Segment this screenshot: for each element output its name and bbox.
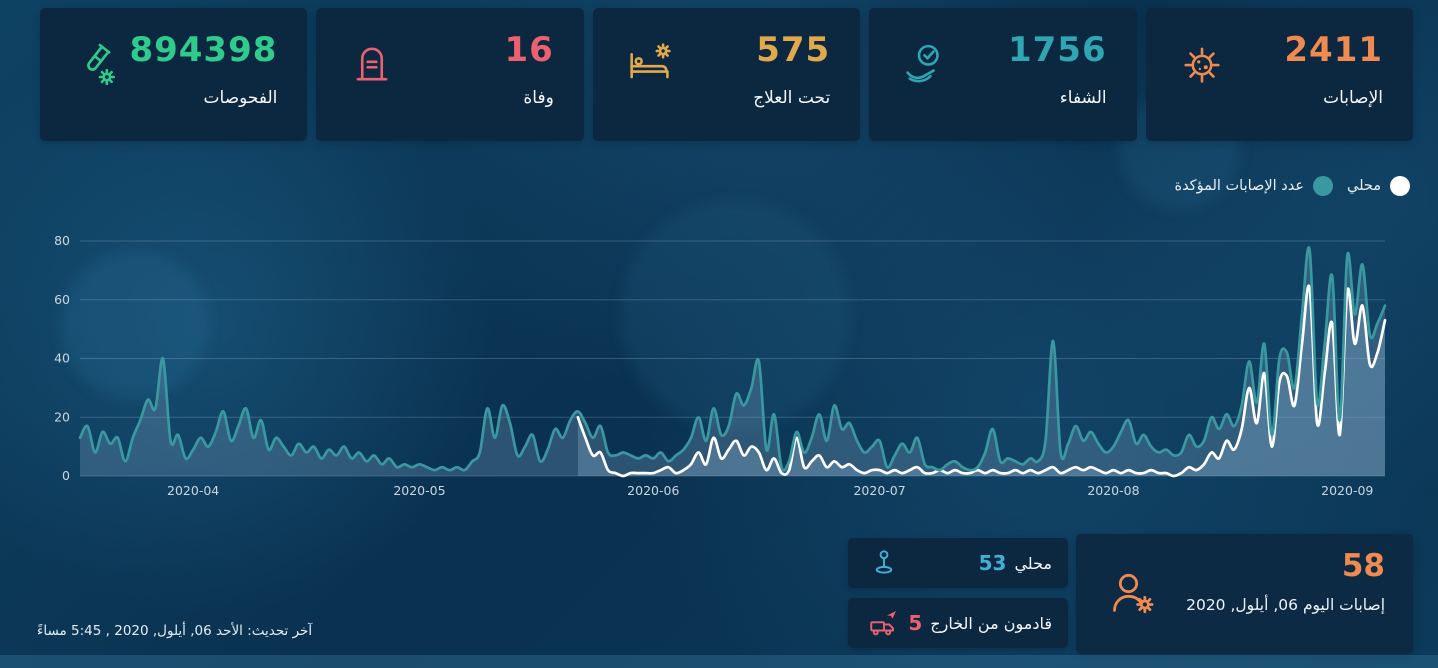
svg-text:2020-05: 2020-05 [393,483,445,498]
svg-text:2020-06: 2020-06 [627,483,679,498]
svg-text:2020-09: 2020-09 [1321,483,1373,498]
today-total-count: 58 [1341,548,1385,584]
stat-card-under-treatment: 575 تحت العلاج [592,8,861,141]
legend-item-confirmed[interactable]: عدد الإصابات المؤكدة [1174,176,1333,196]
stat-card-cases: 2411 الإصابات [1145,8,1414,141]
svg-text:2020-07: 2020-07 [853,483,905,498]
today-total-label: إصابات اليوم 06, أيلول, 2020 [1186,596,1385,614]
under-treatment-label: تحت العلاج [753,88,831,108]
legend-label-local: محلي [1346,178,1381,194]
today-local-count: 53 [978,551,1007,575]
test-tube-icon [70,38,122,90]
svg-text:80: 80 [54,233,70,248]
recovered-count: 1756 [1007,30,1107,70]
last-update-text: آخر تحديث: الأحد 06, أيلول, 2020 , 5:45 … [37,623,313,639]
today-imported-card: قادمون من الخارج 5 [848,598,1068,648]
confirmed-series-dot [1312,176,1333,196]
cases-label: الإصابات [1323,88,1384,108]
svg-text:2020-08: 2020-08 [1087,483,1139,498]
person-gear-icon [1104,566,1160,622]
today-local-label: محلي [1014,553,1052,573]
cases-count: 2411 [1284,30,1384,70]
stat-card-deaths: 16 وفاة [316,8,584,141]
deaths-count: 16 [504,30,554,70]
stat-card-recovered: 1756 الشفاء [869,8,1137,141]
truck-plane-icon [866,605,902,641]
daily-cases-area-chart[interactable]: 0 20 40 60 80 2020-04 2020-05 2020-06 2020-07 202… [40,226,1398,502]
svg-text:2020-04: 2020-04 [167,483,219,498]
legend-label-confirmed: عدد الإصابات المؤكدة [1174,178,1304,194]
map-pin-icon [866,545,902,581]
recovered-label: الشفاء [1059,88,1107,108]
virus-icon [1176,38,1228,90]
today-imported-count: 5 [908,611,923,635]
chart-canvas[interactable]: 0 20 40 60 80 2020-04 2020-05 2020-06 2020-07 202… [40,226,1398,502]
footer-bar [0,655,1438,668]
today-local-card: محلي 53 [848,538,1068,588]
today-imported-label: قادمون من الخارج [930,613,1052,633]
tombstone-icon [346,38,398,90]
chart-legend: محلي عدد الإصابات المؤكدة [1174,176,1410,196]
local-series-dot [1390,176,1410,196]
hospital-bed-icon [623,38,675,90]
svg-text:0: 0 [62,468,70,483]
svg-text:40: 40 [54,351,70,366]
stat-card-tests: 894398 الفحوصات [40,8,308,141]
tests-label: الفحوصات [203,88,278,108]
deaths-label: وفاة [523,88,554,108]
svg-text:60: 60 [54,292,70,307]
hand-check-icon [899,38,951,90]
svg-text:20: 20 [54,409,70,424]
stats-row: 894398 الفحوصات 16 وفاة [40,8,1414,141]
under-treatment-count: 575 [756,30,831,70]
tests-count: 894398 [129,30,278,70]
today-total-card: 58 إصابات اليوم 06, أيلول, 2020 [1076,534,1413,654]
legend-item-local[interactable]: محلي [1347,176,1410,196]
